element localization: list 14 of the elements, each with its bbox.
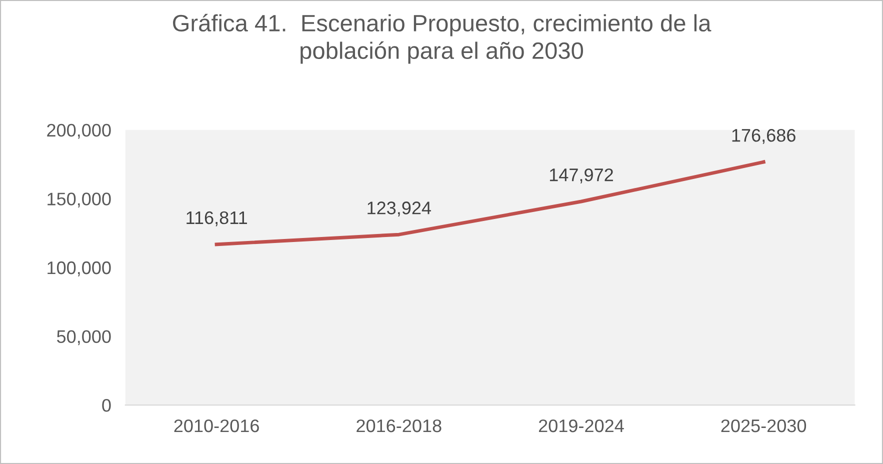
y-tick-label: 100,000	[48, 261, 111, 276]
chart-title: Gráfica 41. Escenario Propuesto, crecimiento de la población para el año 2030	[173, 14, 712, 64]
x-tick-label: 2019-2024	[538, 419, 624, 432]
y-tick-label: 200,000	[47, 124, 111, 139]
x-tick-label: 2025-2030	[721, 419, 806, 432]
data-label: 116,811	[186, 211, 247, 226]
data-label: 147,972	[550, 168, 613, 184]
y-tick-label: 150,000	[48, 192, 111, 208]
x-tick-label: 2010-2016	[174, 419, 259, 432]
y-tick-label: 0	[102, 399, 111, 412]
data-label: 123,924	[368, 202, 432, 216]
data-label: 176,686	[732, 128, 796, 144]
y-tick-label: 50,000	[57, 330, 111, 346]
x-tick-label: 2016-2018	[356, 419, 442, 432]
